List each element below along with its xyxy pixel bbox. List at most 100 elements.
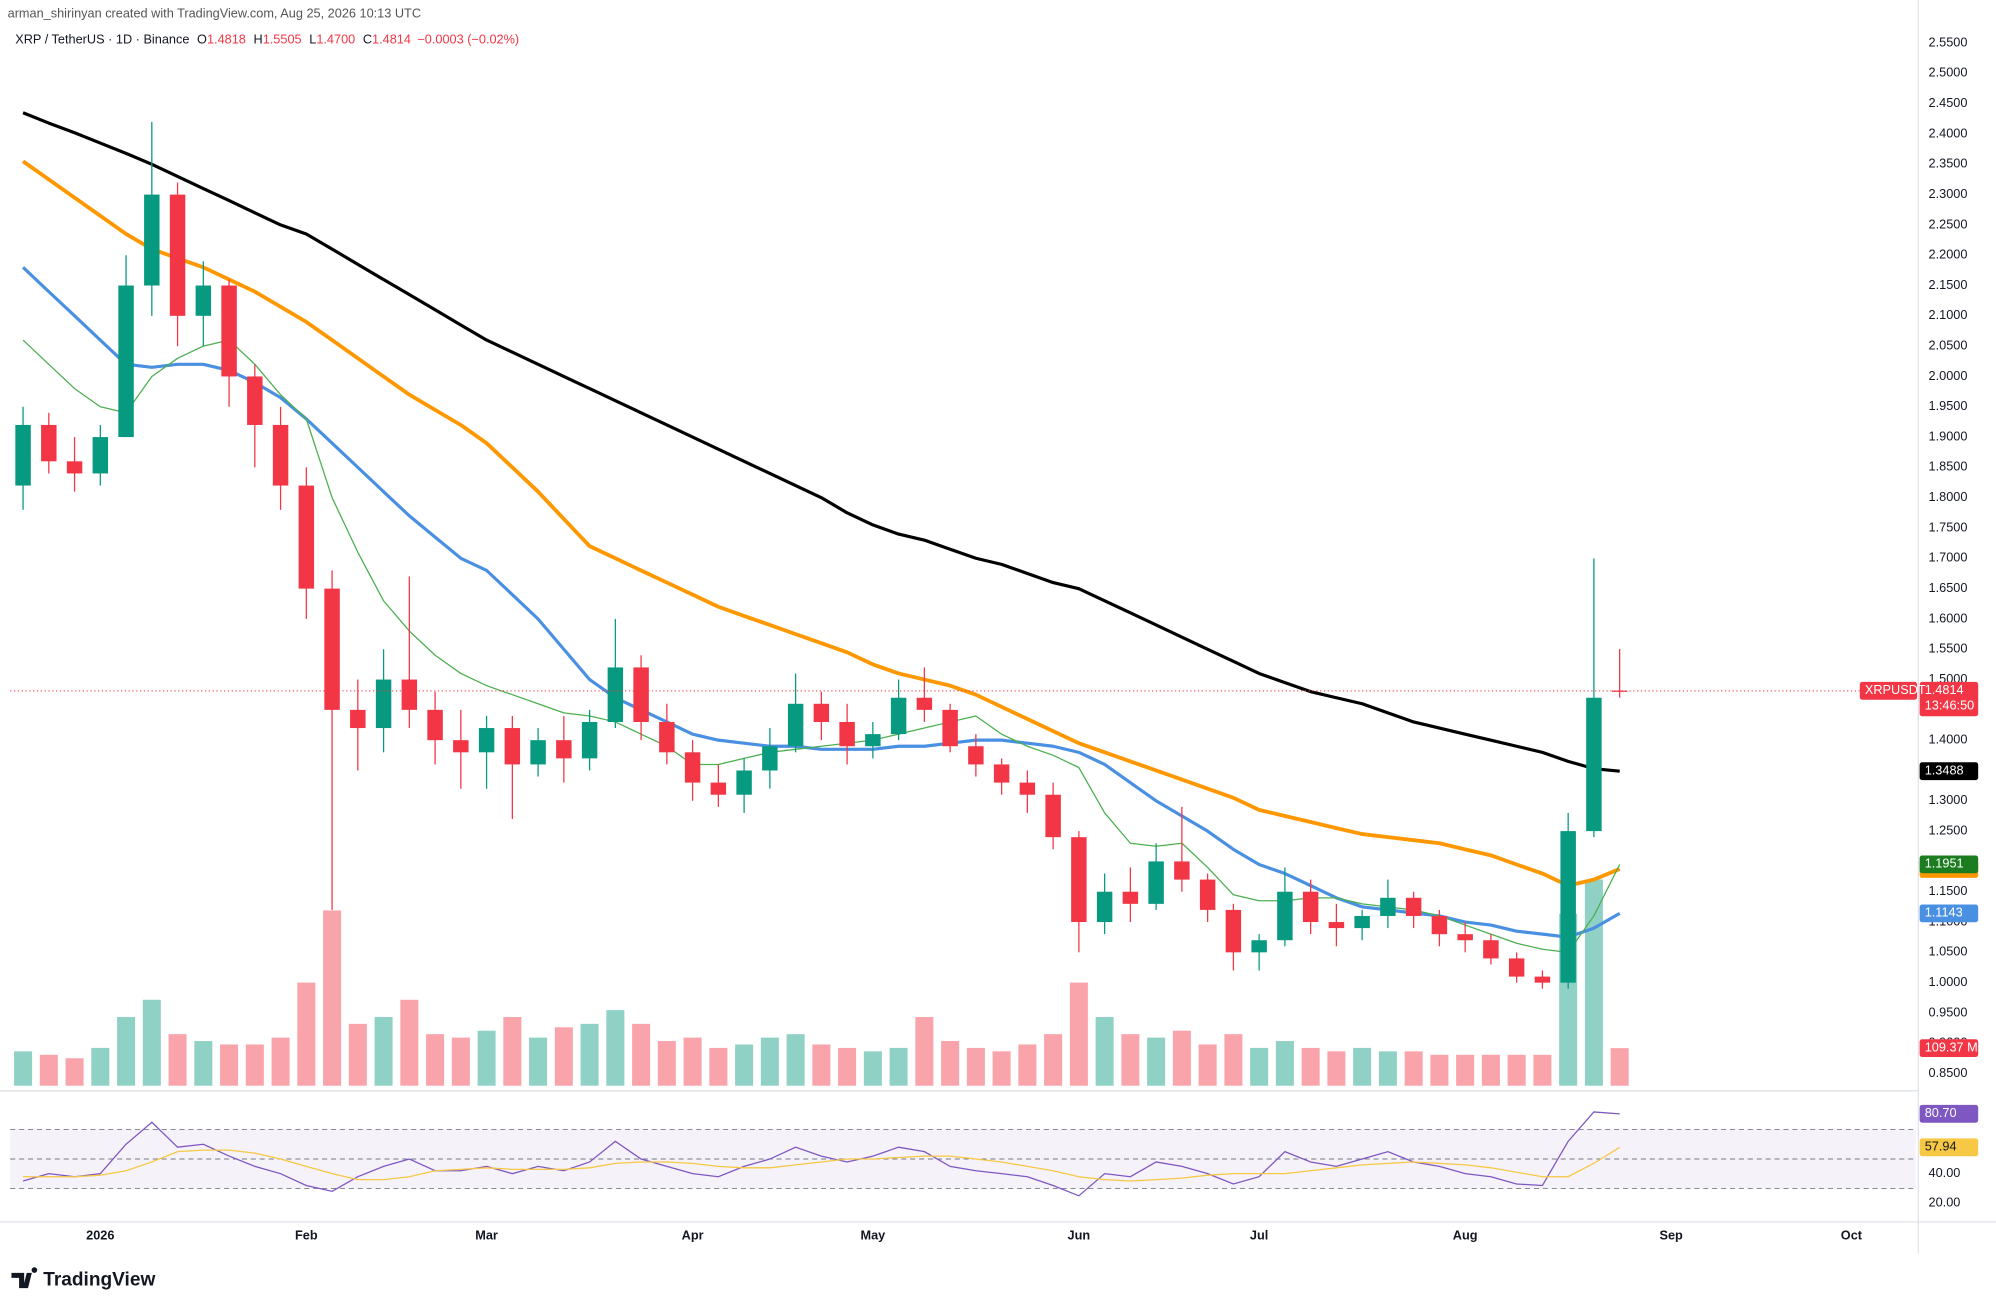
candle-body [66,461,83,474]
candle-body [118,285,134,438]
candle-body [92,437,109,474]
volume-bar [1610,1048,1629,1086]
y-tick-label: 1.9500 [1929,398,1968,413]
candle-body [1277,891,1293,941]
volume-tag: 109.37 M [1925,1039,1978,1054]
y-tick-label: 2.1500 [1929,277,1968,292]
candle-body [839,721,855,747]
ohlc-value: 1.4700 [316,32,355,47]
candle-body [41,424,57,462]
x-tick-label: Sep [1659,1227,1683,1242]
candle-body [1148,861,1164,904]
credit: arman_shirinyan created with TradingView… [8,5,421,20]
change: −0.0003 (−0.02%) [417,32,519,47]
ohlc-value: 1.5505 [263,32,302,47]
candle-body [144,194,160,286]
candle-body [1380,897,1396,916]
y-tick-label: 1.8500 [1929,459,1968,474]
countdown: 13:46:50 [1925,697,1975,712]
volume-bar [91,1047,110,1086]
candle-body [607,667,624,722]
candle-body [1611,690,1628,692]
candle-body [504,728,521,765]
y-tick-label: 2.4500 [1929,95,1968,110]
y-tick-label: 1.3000 [1929,792,1968,807]
volume-bar [1481,1054,1500,1086]
y-tick-label: 1.0000 [1929,974,1968,989]
volume-bar [1378,1051,1397,1086]
candle-body [1560,831,1576,983]
candle-body [710,782,727,795]
candle-body [1534,976,1551,983]
volume-bar [1250,1047,1269,1086]
moving-average-line [21,159,1621,888]
rsi-line [22,1111,1620,1197]
volume-bar [683,1037,702,1086]
candle-body [942,709,958,747]
candle-body [1071,837,1087,923]
y-tick-label: 1.0500 [1929,944,1968,959]
candle-body [1019,782,1036,795]
ohlc-key: O [197,32,207,47]
volume-bar [606,1010,625,1086]
candle-body [1225,909,1242,953]
candle-body [736,770,752,795]
volume-bar [1069,982,1088,1086]
ohlc-value: 1.4818 [207,32,246,47]
ma-value-tag-bg [1919,762,1979,781]
volume-bar [426,1034,445,1086]
candle-body [272,424,289,486]
candle-body [195,285,212,316]
candle-body [890,697,907,735]
candle-body [1122,891,1139,904]
volume-bar [1584,879,1603,1086]
candle-body [401,679,418,710]
rsi-value-tag-bg [1919,1138,1979,1157]
volume-bar [889,1047,908,1086]
candle-body [1199,879,1216,910]
y-tick-label: 2.5000 [1929,65,1968,80]
volume-bar [941,1041,960,1086]
volume-bar [1327,1051,1346,1086]
x-tick-label: Mar [475,1227,498,1242]
x-tick-label: Aug [1453,1227,1478,1242]
candle-body [684,752,701,783]
x-tick-label: Oct [1841,1227,1863,1242]
volume-bar [1095,1016,1114,1086]
candle-body [1096,891,1113,923]
candle-body [1174,861,1190,880]
rsi-tick-label: 20.00 [1929,1195,1961,1210]
volume-bar [1147,1037,1166,1086]
y-tick-label: 1.4000 [1929,732,1968,747]
y-tick-label: 2.4000 [1929,125,1968,140]
candle-body [1405,897,1422,916]
last-price-tag: 1.4814 [1925,682,1964,697]
y-tick-label: 0.8500 [1929,1065,1968,1080]
candle-body [968,746,984,765]
y-tick-label: 1.7500 [1929,519,1968,534]
y-tick-label: 2.5500 [1929,34,1968,49]
volume-bar [374,1016,393,1086]
candle-body [916,697,933,710]
y-tick-label: 1.6500 [1929,580,1968,595]
volume-bar [194,1041,213,1086]
logo-icon [11,1267,38,1289]
volume-bar [245,1044,264,1086]
volume-bar [760,1037,779,1086]
volume-bar [1533,1054,1552,1086]
ohlc-key: H [254,32,263,47]
volume-bar [709,1047,728,1086]
volume-bar [1301,1047,1320,1086]
candle-body [993,764,1010,783]
candle-body [1045,794,1061,838]
volume-bar [503,1016,522,1086]
volume-bar [400,999,419,1086]
candle-body [221,285,237,377]
volume-bar [838,1047,857,1086]
candle-body [556,740,572,759]
candle-body [1302,891,1319,923]
ma-value-tag-bg [1919,904,1979,923]
candle-body [1328,922,1345,929]
